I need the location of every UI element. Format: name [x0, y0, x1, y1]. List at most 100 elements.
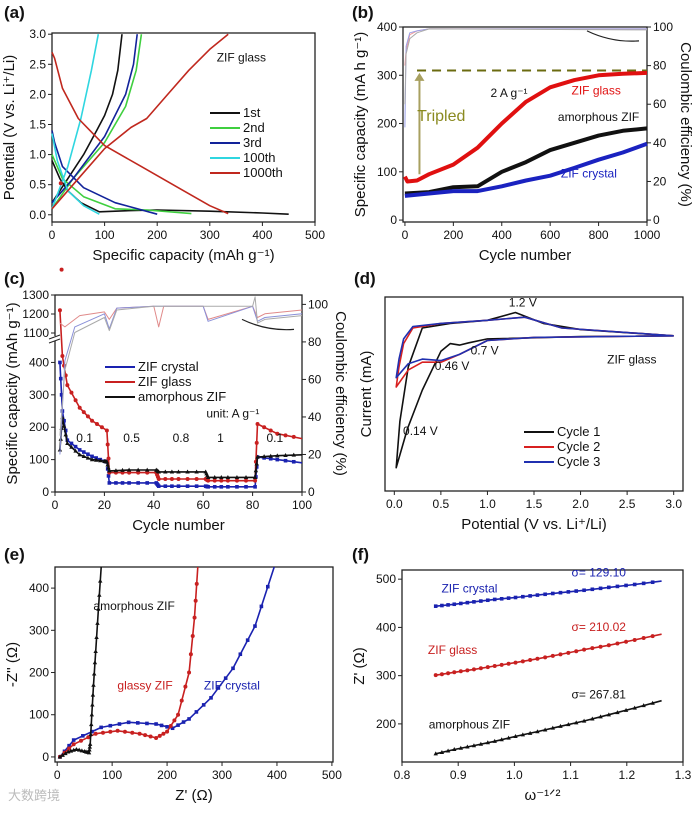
ce-axis-arrow	[586, 30, 640, 42]
data-point	[77, 452, 82, 457]
plot-frame	[402, 26, 648, 223]
data-point	[521, 594, 525, 599]
y-tick-label: 1.5	[29, 117, 46, 131]
y2-tick-label: 0	[308, 485, 315, 499]
data-point	[85, 414, 90, 419]
annotation: ZIF glass	[428, 643, 477, 657]
y-axis-label: -Z'' (Ω)	[4, 642, 21, 687]
data-point	[127, 481, 131, 485]
data-point	[253, 485, 257, 489]
data-point	[95, 620, 100, 625]
x-tick-label: 200	[157, 768, 177, 782]
x-tick-label: 1.2	[618, 768, 635, 782]
data-point	[632, 582, 637, 587]
data-point	[598, 714, 603, 719]
legend-label: 100th	[243, 150, 276, 165]
x-tick-label: 1.5	[526, 497, 543, 511]
panel-label: (c)	[4, 269, 25, 288]
series-line-ce-amorphous	[404, 28, 648, 105]
data-point	[590, 646, 595, 651]
data-point	[99, 725, 103, 730]
data-point	[433, 751, 438, 756]
watermark: 大数跨境	[8, 788, 60, 803]
x-tick-label: 500	[305, 228, 325, 242]
data-point	[65, 383, 70, 388]
x-axis-label: Cycle number	[479, 247, 572, 264]
data-point	[86, 750, 92, 755]
data-point	[114, 481, 118, 485]
data-point	[506, 596, 511, 600]
x-tick-label: 300	[200, 228, 220, 242]
y-tick-label: 2.5	[29, 57, 46, 71]
data-point	[433, 673, 438, 678]
data-point	[93, 649, 98, 654]
annotation: σ= 267.81	[571, 687, 626, 701]
y-tick-label: 100	[29, 708, 49, 722]
data-point	[169, 469, 175, 474]
data-point	[535, 656, 540, 661]
data-point	[206, 485, 210, 489]
data-point	[77, 448, 82, 452]
data-point	[452, 670, 457, 675]
y2-tick-label: 100	[308, 297, 328, 311]
data-point	[452, 747, 457, 752]
data-point	[650, 700, 655, 705]
series-line-cycle-3	[395, 316, 674, 379]
data-point	[283, 452, 288, 457]
data-point	[558, 652, 563, 657]
x-tick-label: 2.5	[619, 497, 636, 511]
data-point	[245, 638, 250, 642]
panel-a	[48, 32, 316, 226]
data-point	[90, 702, 95, 707]
data-point	[259, 604, 264, 609]
y-tick-label: 300	[29, 623, 49, 637]
data-point	[275, 453, 280, 458]
data-point	[513, 734, 518, 739]
x-tick-label: 0.9	[450, 768, 467, 782]
data-point	[136, 481, 140, 485]
data-point	[234, 478, 239, 483]
data-point	[137, 731, 142, 736]
data-point	[623, 707, 629, 712]
data-point	[632, 637, 637, 642]
data-point	[205, 475, 211, 480]
data-point	[472, 600, 476, 604]
data-point	[90, 454, 94, 459]
annotation: 1	[217, 431, 224, 445]
x-tick-label: 100	[292, 498, 312, 512]
data-point	[465, 744, 470, 749]
legend-label: 1st	[243, 105, 261, 120]
data-point	[185, 469, 190, 474]
x-axis-label: ω⁻¹ᐟ²	[525, 787, 561, 804]
data-point	[93, 457, 99, 462]
x-tick-label: 1.0	[479, 497, 496, 511]
data-point	[90, 418, 95, 423]
data-point	[58, 376, 63, 381]
data-point	[120, 467, 125, 472]
data-point	[574, 720, 579, 725]
data-point	[58, 181, 63, 186]
data-point	[268, 453, 273, 458]
data-point	[212, 475, 217, 480]
data-point	[126, 467, 132, 472]
data-point	[82, 450, 86, 454]
annotation: 0.46 V	[435, 359, 470, 373]
data-point	[478, 741, 484, 746]
data-point	[283, 433, 288, 438]
data-point	[61, 423, 67, 428]
data-point	[92, 660, 98, 665]
data-point	[193, 598, 198, 603]
data-point	[194, 469, 199, 474]
y2-tick-label: 40	[653, 136, 667, 150]
data-point	[107, 468, 112, 473]
data-point	[89, 712, 95, 717]
data-point	[194, 710, 199, 714]
data-point	[520, 659, 525, 664]
panel-c	[48, 181, 306, 496]
x-tick-label: 100	[102, 768, 122, 782]
data-point	[243, 475, 249, 480]
y2-tick-label: 80	[653, 59, 667, 73]
y-tick-label: 200	[376, 717, 396, 731]
data-point	[624, 583, 628, 588]
